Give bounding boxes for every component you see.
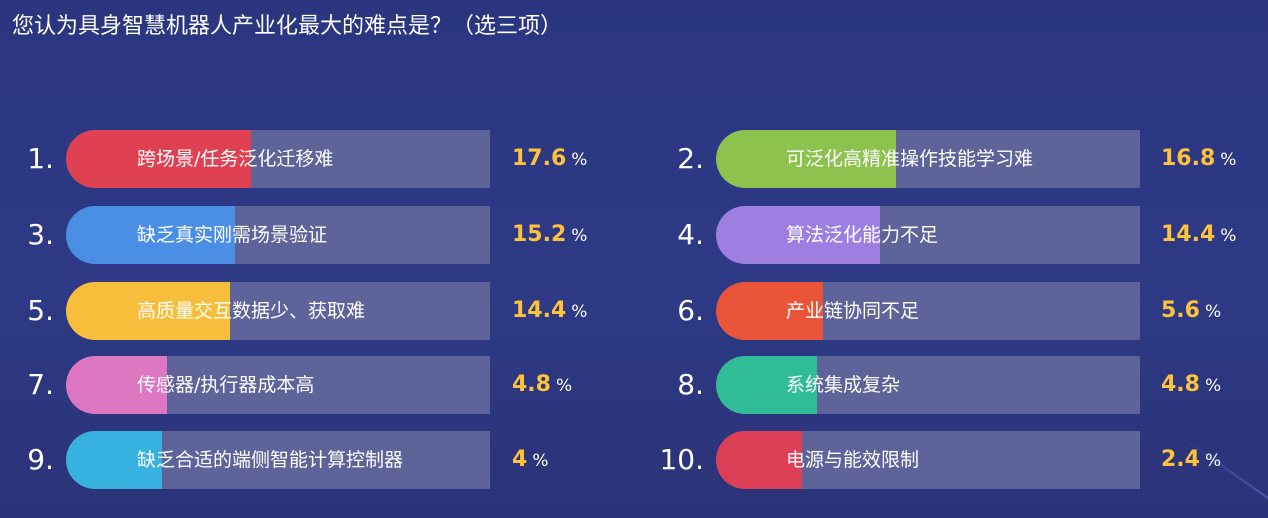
ranking-item: 7. 传感器/执行器成本高 4.8% <box>0 356 1268 414</box>
ranking-item: 5. 高质量交互数据少、获取难 14.4% <box>0 282 1268 340</box>
percentage-value: 4.8 <box>1161 372 1200 397</box>
ranking-item: 1. 跨场景/任务泛化迁移难 17.6% <box>0 130 1268 188</box>
bar-percentage: 16.8% <box>1161 130 1236 188</box>
ranking-item: 3. 缺乏真实刚需场景验证 15.2% <box>0 206 1268 264</box>
bar-fill <box>716 130 896 188</box>
ranking-item: 2. 可泛化高精准操作技能学习难 16.8% <box>0 130 1268 188</box>
bar-track <box>66 282 490 340</box>
ranking-item: 9. 缺乏合适的端侧智能计算控制器 4% <box>0 431 1268 489</box>
rank-number: 5. <box>27 294 54 327</box>
bar-fill <box>716 206 880 264</box>
bar-fill <box>716 282 823 340</box>
percentage-value: 14.4 <box>1161 222 1216 247</box>
chart-title: 您认为具身智慧机器人产业化最大的难点是？（选三项） <box>12 14 563 39</box>
bar-label: 跨场景/任务泛化迁移难 <box>137 148 334 170</box>
percent-symbol: % <box>532 451 549 471</box>
percent-symbol: % <box>1204 376 1222 396</box>
bar-label: 可泛化高精准操作技能学习难 <box>786 148 1034 170</box>
percent-symbol: % <box>571 302 588 322</box>
bar-fill <box>66 206 235 264</box>
bar-label: 产业链协同不足 <box>786 300 920 322</box>
rank-number: 4. <box>677 218 704 251</box>
bar-percentage: 5.6% <box>1161 282 1221 340</box>
bar-label: 电源与能效限制 <box>786 449 920 471</box>
percentage-value: 5.6 <box>1161 298 1200 323</box>
bar-label: 传感器/执行器成本高 <box>137 374 315 396</box>
rank-number: 7. <box>27 368 54 401</box>
rank-number: 9. <box>27 443 54 476</box>
bar-label: 高质量交互数据少、获取难 <box>137 300 366 322</box>
percentage-value: 15.2 <box>512 222 567 247</box>
bar-track <box>716 431 1140 489</box>
bar-track <box>716 206 1140 264</box>
bar-percentage: 4% <box>512 431 548 489</box>
bar-track <box>716 130 1140 188</box>
rank-number: 1. <box>27 142 54 175</box>
rank-number: 2. <box>677 142 704 175</box>
percentage-value: 16.8 <box>1161 146 1216 171</box>
ranking-item: 8. 系统集成复杂 4.8% <box>0 356 1268 414</box>
percent-symbol: % <box>1204 451 1222 471</box>
percent-symbol: % <box>1220 150 1237 170</box>
percentage-value: 4 <box>512 447 528 472</box>
bar-fill <box>66 431 162 489</box>
bar-fill <box>66 130 251 188</box>
bar-fill <box>66 282 230 340</box>
bar-track <box>66 356 490 414</box>
bar-fill <box>716 356 817 414</box>
bar-fill <box>66 356 167 414</box>
bar-track <box>66 431 490 489</box>
bar-track <box>66 130 490 188</box>
rank-number: 6. <box>677 294 704 327</box>
ranking-item: 6. 产业链协同不足 5.6% <box>0 282 1268 340</box>
percentage-value: 4.8 <box>512 372 551 397</box>
percent-symbol: % <box>1220 226 1237 246</box>
bar-percentage: 4.8% <box>1161 356 1221 414</box>
bar-fill <box>716 431 802 489</box>
percentage-value: 17.6 <box>512 146 567 171</box>
bar-track <box>716 356 1140 414</box>
rank-number: 8. <box>677 368 704 401</box>
percentage-value: 2.4 <box>1161 447 1200 472</box>
bar-track <box>66 206 490 264</box>
bar-percentage: 4.8% <box>512 356 572 414</box>
rank-number: 10. <box>659 443 704 476</box>
rank-number: 3. <box>27 218 54 251</box>
percent-symbol: % <box>1204 302 1222 322</box>
bar-percentage: 14.4% <box>1161 206 1236 264</box>
bar-percentage: 17.6% <box>512 130 587 188</box>
bar-track <box>716 282 1140 340</box>
bar-label: 缺乏合适的端侧智能计算控制器 <box>137 449 404 471</box>
percent-symbol: % <box>571 226 588 246</box>
bar-label: 缺乏真实刚需场景验证 <box>137 224 328 246</box>
percentage-value: 14.4 <box>512 298 567 323</box>
percent-symbol: % <box>571 150 588 170</box>
bar-percentage: 14.4% <box>512 282 587 340</box>
bar-percentage: 2.4% <box>1161 431 1221 489</box>
percent-symbol: % <box>555 376 573 396</box>
bar-percentage: 15.2% <box>512 206 587 264</box>
ranking-item: 10. 电源与能效限制 2.4% <box>0 431 1268 489</box>
bar-label: 算法泛化能力不足 <box>786 224 939 246</box>
ranking-item: 4. 算法泛化能力不足 14.4% <box>0 206 1268 264</box>
bar-label: 系统集成复杂 <box>786 374 901 396</box>
